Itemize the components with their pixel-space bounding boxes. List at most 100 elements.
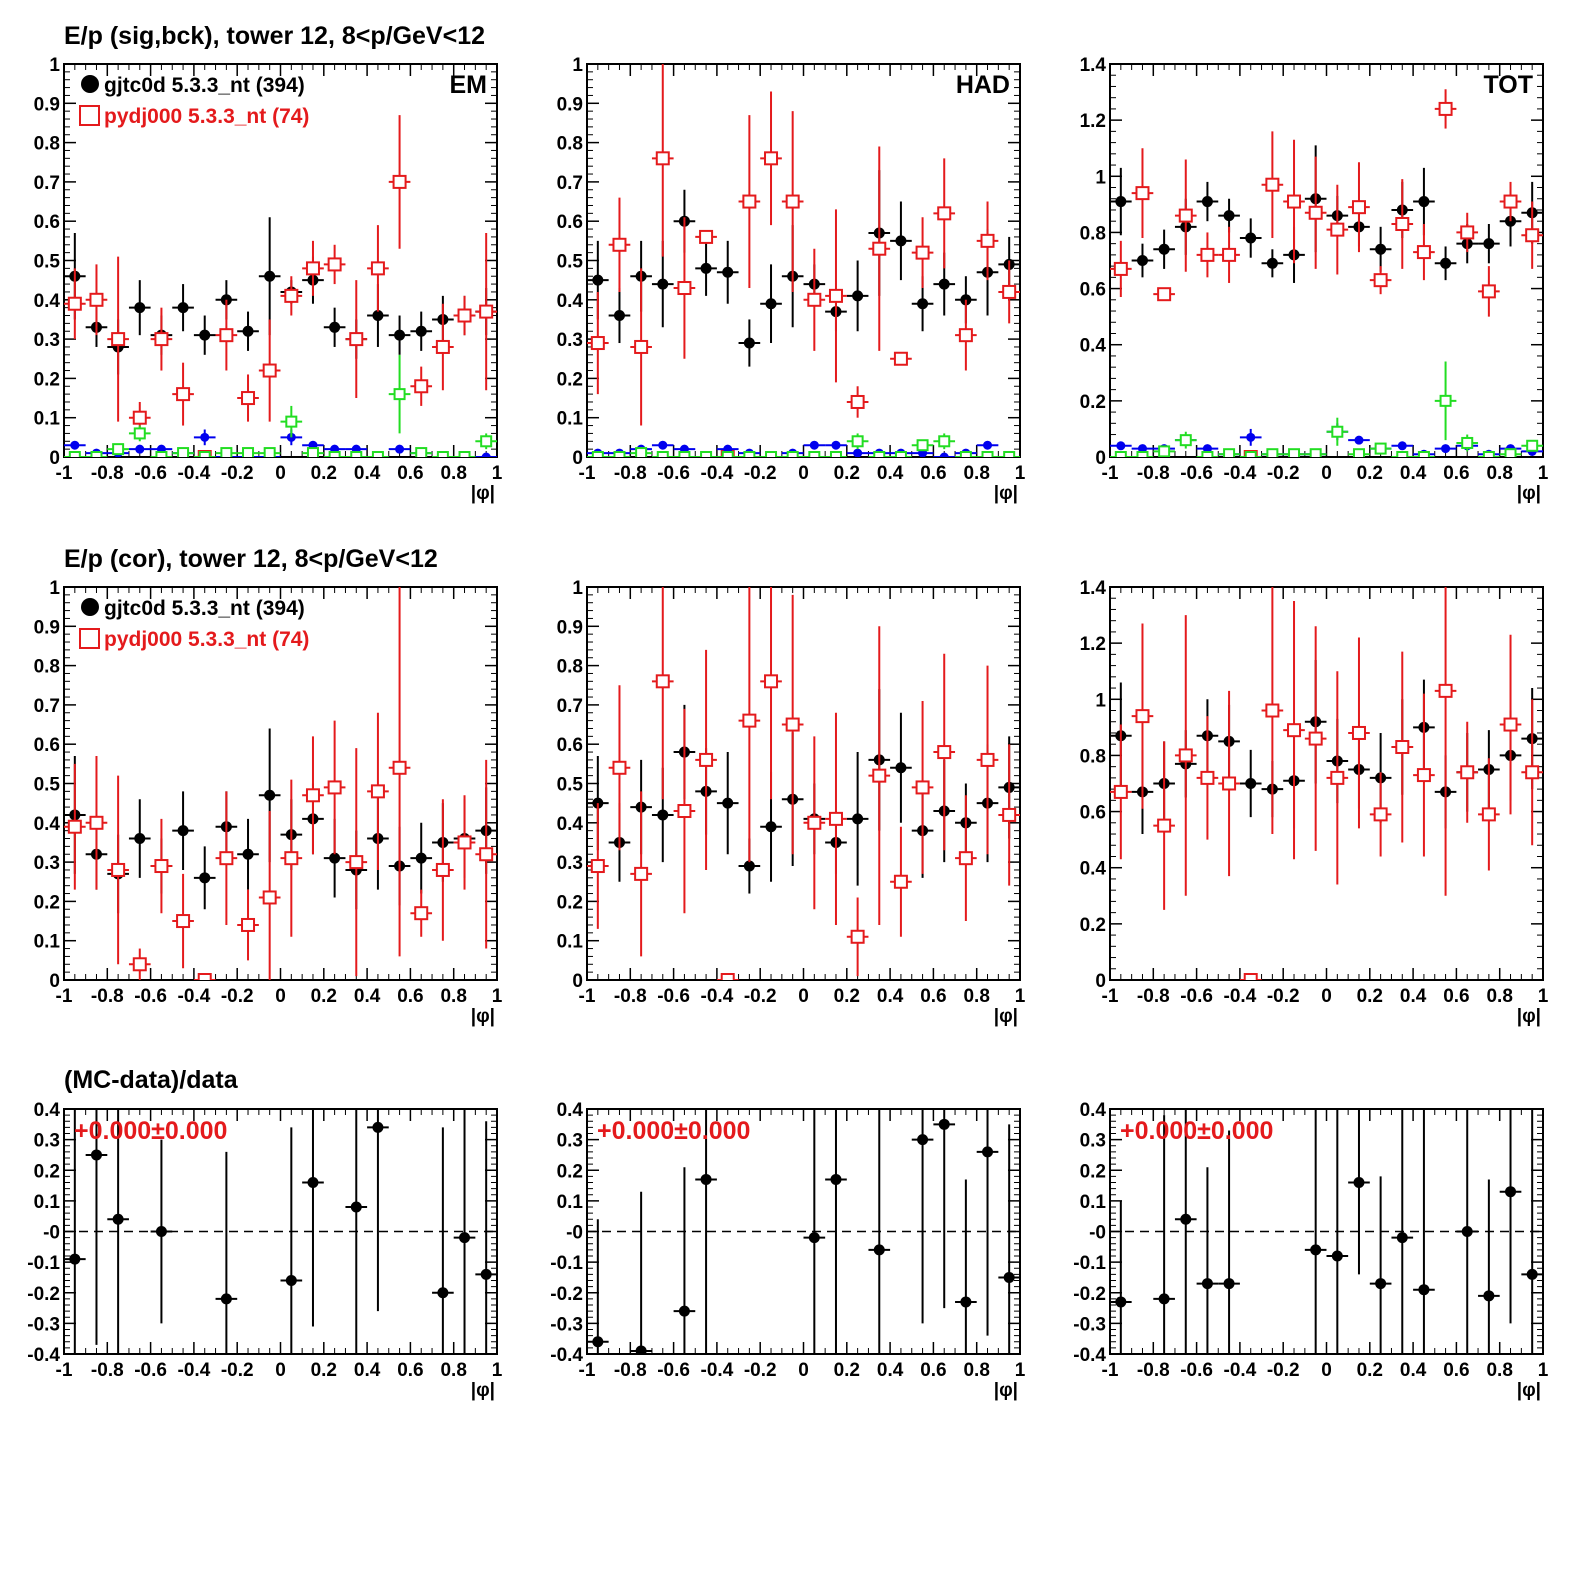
x-tick-label: 0.4	[354, 463, 381, 484]
mc-point	[1113, 261, 1128, 276]
y-tick-label: 0.6	[34, 735, 60, 756]
mc-point	[1395, 217, 1410, 232]
panels-group: -1 -0.8 -0.6 -0.4 -0.2 0 0.2 0.4 0.6 0.8 1|φ|00.10…	[27, 55, 1549, 1401]
marks-group	[1110, 587, 1543, 980]
data-point	[69, 1253, 81, 1265]
data-point	[895, 762, 907, 774]
data-point	[1483, 1290, 1495, 1302]
y-tick-label: 0.4	[34, 814, 61, 835]
x-tick-label: 0.8	[440, 463, 466, 484]
mc-point	[457, 835, 472, 850]
plot-frame	[586, 63, 1021, 458]
row-title-cor: E/p (cor), tower 12, 8<p/GeV<12	[64, 545, 438, 573]
data-point	[1223, 1278, 1235, 1290]
data-point	[895, 235, 907, 247]
data-point	[394, 329, 406, 341]
mc-point	[1460, 765, 1475, 780]
panel-0-1: -1 -0.8 -0.6 -0.4 -0.2 0 0.2 0.4 0.6 0.8 1|φ|00.10…	[557, 55, 1026, 504]
mc-point	[241, 391, 256, 406]
y-tick-label: 0.7	[557, 173, 583, 194]
mc-point	[1002, 807, 1017, 822]
x-tick-label: 0.2	[311, 463, 337, 484]
y-tick-label: 0.8	[1080, 223, 1106, 244]
data-point	[264, 270, 276, 282]
y-tick-label: 0.2	[557, 892, 583, 913]
mc-point	[742, 713, 757, 728]
mc-point	[1373, 273, 1388, 288]
mc-point	[1288, 448, 1301, 457]
y-tick-label: 1	[49, 55, 60, 76]
mc-point	[873, 451, 886, 457]
y-tick-label: 0.9	[557, 617, 583, 638]
mc-point	[785, 194, 800, 209]
x-tick-label: -0.6	[657, 1360, 690, 1381]
panel-1-2: -1 -0.8 -0.6 -0.4 -0.2 0 0.2 0.4 0.6 0.8 1|φ|00.20…	[1080, 578, 1549, 1027]
y-tick-label: 1	[1095, 690, 1106, 711]
x-tick-label: 0.4	[1400, 986, 1427, 1007]
x-tick-label: 1	[1538, 1360, 1549, 1381]
x-tick-label: -0.4	[178, 463, 211, 484]
mc-point	[1222, 247, 1237, 262]
mc-point	[284, 851, 299, 866]
mc-point	[1481, 284, 1496, 299]
mc-point	[480, 435, 493, 448]
legend-label-data: gjtc0d 5.3.3_nt (394)	[104, 74, 305, 97]
x-axis-label: |φ|	[1517, 1380, 1541, 1401]
x-tick-label: 0	[1321, 986, 1332, 1007]
x-tick-label: -0.4	[178, 986, 211, 1007]
mc-point	[154, 332, 169, 347]
y-tick-label: -0.2	[1073, 1284, 1106, 1305]
mc-point	[241, 917, 256, 932]
mc-point	[305, 261, 320, 276]
y-tick-label: -0	[43, 1223, 60, 1244]
x-tick-label: -0.2	[744, 1360, 777, 1381]
mc-point	[1331, 425, 1344, 438]
mc-point	[981, 451, 994, 457]
mc-point	[89, 815, 104, 830]
marks-group	[64, 587, 497, 980]
data-point	[177, 302, 189, 314]
x-tick-label: 0	[1321, 463, 1332, 484]
x-tick-label: -0.6	[657, 986, 690, 1007]
x-tick-label: -1	[579, 463, 596, 484]
y-tick-label: 0.3	[557, 330, 583, 351]
data-point	[1245, 232, 1257, 244]
data-point	[983, 440, 993, 450]
legend-label-mc: pydj000 5.3.3_nt (74)	[104, 628, 309, 651]
mc-point	[829, 451, 842, 457]
data-point	[415, 852, 427, 864]
data-point	[1353, 1177, 1365, 1188]
mc-point	[699, 752, 714, 767]
x-tick-label: -0.4	[1224, 463, 1257, 484]
data-point	[830, 1173, 842, 1185]
x-tick-label: 0.2	[1357, 1360, 1383, 1381]
data-point	[264, 789, 276, 801]
mc-point	[133, 427, 146, 440]
y-tick-label: 0.1	[34, 409, 61, 430]
y-tick-label: -0.4	[27, 1345, 60, 1366]
mc-point	[699, 229, 714, 244]
x-tick-label: -1	[56, 1360, 73, 1381]
data-point	[700, 262, 712, 274]
x-tick-label: -0.8	[91, 986, 124, 1007]
mc-point	[980, 752, 995, 767]
x-tick-label: -0.2	[221, 463, 254, 484]
mc-point	[958, 328, 973, 343]
mc-point	[1114, 451, 1127, 457]
y-tick-label: 1	[1095, 167, 1106, 188]
data-point	[592, 274, 604, 286]
data-point	[329, 321, 341, 333]
mc-point	[807, 815, 822, 830]
mc-point	[1308, 205, 1323, 220]
mc-point	[1481, 807, 1496, 822]
x-tick-label: 0.2	[834, 463, 860, 484]
x-tick-label: -0.6	[657, 463, 690, 484]
data-point	[1201, 196, 1213, 208]
y-tick-label: 0.9	[34, 94, 60, 115]
mc-point	[220, 447, 233, 457]
x-tick-label: 0.8	[1486, 986, 1512, 1007]
data-point	[1483, 238, 1495, 250]
data-point	[613, 310, 625, 322]
x-tick-label: -0.8	[91, 463, 124, 484]
